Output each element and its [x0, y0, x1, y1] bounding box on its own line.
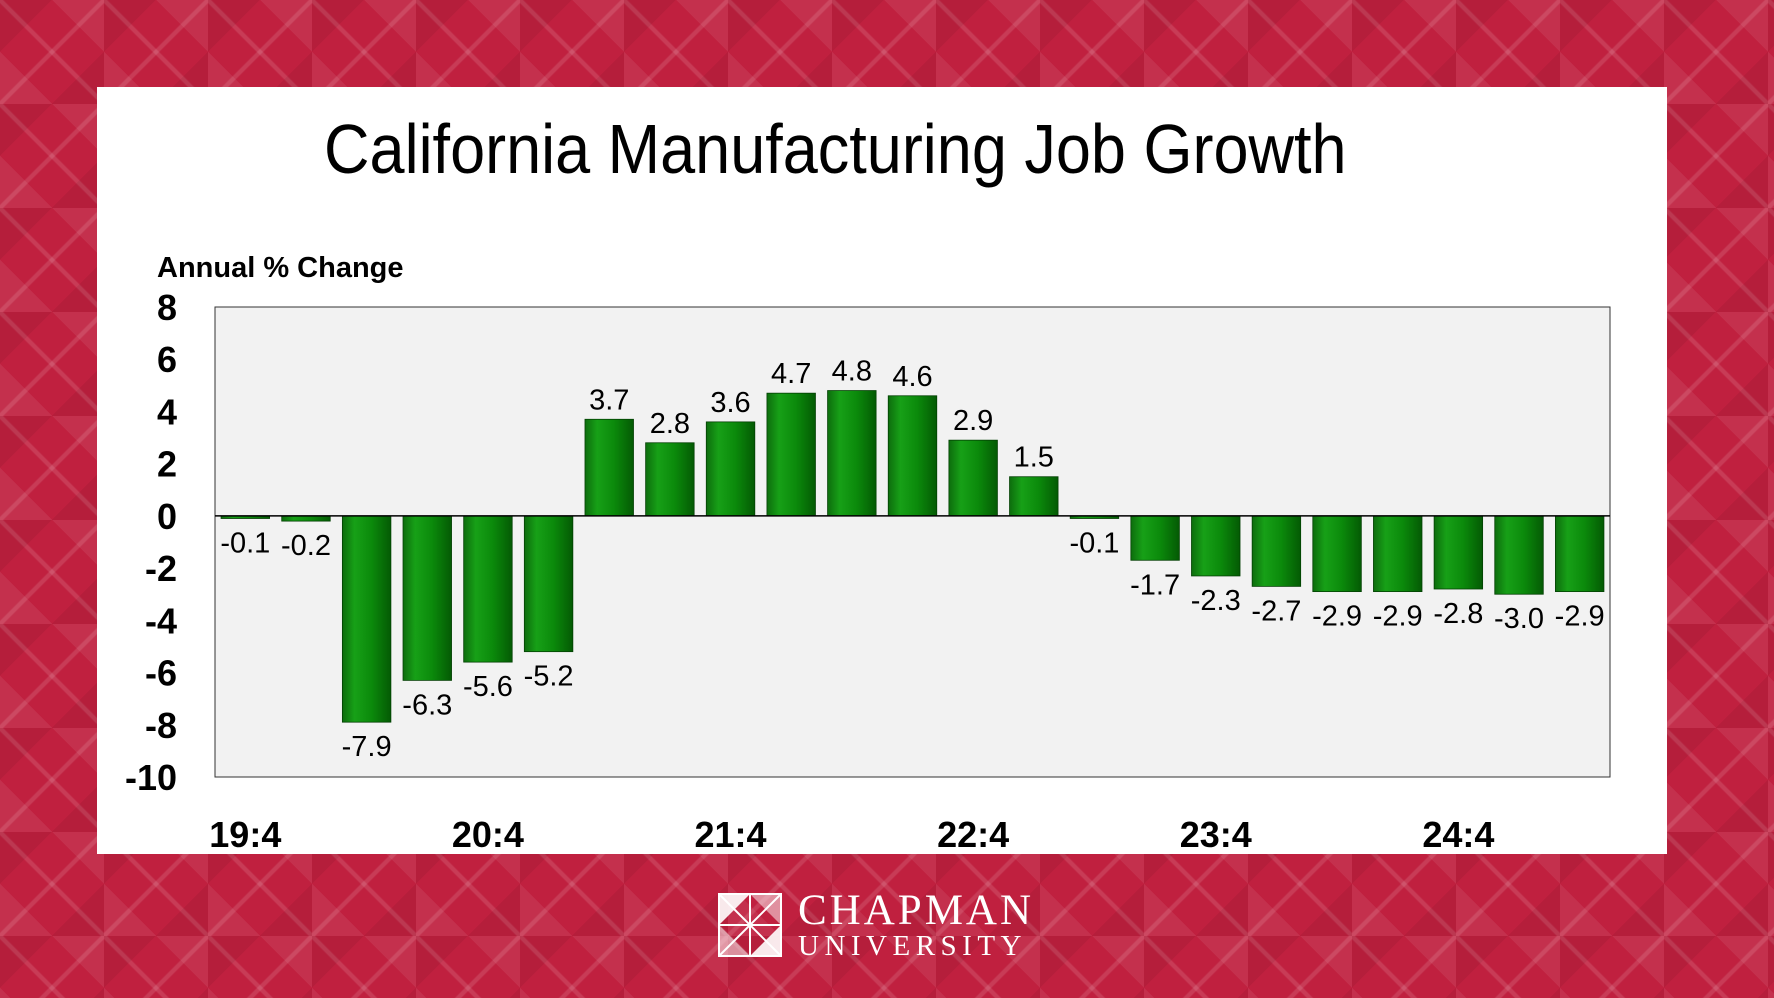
bar: [948, 439, 998, 517]
brand-subtitle: UNIVERSITY: [798, 930, 1027, 962]
bar: [463, 515, 513, 663]
data-label: 2.9: [953, 405, 993, 437]
data-label: 3.6: [710, 387, 750, 419]
x-tick-label: 20:4: [452, 814, 524, 854]
y-tick-label: 6: [157, 339, 177, 380]
y-tick-label: 2: [157, 444, 177, 485]
bar: [1130, 515, 1180, 561]
data-label: 2.8: [650, 408, 690, 440]
data-label: -3.0: [1494, 603, 1544, 635]
bar: [887, 395, 938, 517]
data-label: -7.9: [342, 731, 392, 763]
data-label: 4.7: [771, 358, 811, 390]
chapman-emblem-icon: [718, 893, 782, 957]
data-label: 4.6: [892, 361, 932, 393]
data-label: -0.1: [220, 528, 270, 560]
y-tick-label: -4: [145, 600, 177, 641]
data-label: -2.8: [1433, 598, 1483, 630]
bar: [341, 515, 392, 723]
brand-name: CHAPMAN: [798, 887, 1035, 934]
x-tick-label: 22:4: [937, 814, 1009, 854]
y-tick-label: -2: [145, 548, 177, 589]
data-label: -5.6: [463, 671, 513, 703]
bar: [1494, 515, 1544, 595]
data-label: -2.3: [1191, 585, 1241, 617]
bar: [1251, 515, 1302, 587]
bar: [402, 515, 452, 681]
data-label: -0.2: [281, 530, 331, 562]
y-tick-label: -6: [145, 653, 177, 694]
data-label: -2.7: [1251, 595, 1301, 627]
x-tick-label: 19:4: [209, 814, 281, 854]
bar: [1433, 515, 1484, 590]
y-tick-label: 4: [157, 391, 177, 432]
data-label: -1.7: [1130, 569, 1180, 601]
bar: [645, 442, 695, 517]
y-axis-label: Annual % Change: [157, 252, 404, 284]
bar: [1009, 476, 1059, 517]
data-label: 4.8: [832, 356, 872, 388]
bar: [766, 392, 816, 517]
bar: [705, 421, 756, 517]
bar: [827, 390, 877, 517]
x-tick-label: 21:4: [695, 814, 767, 854]
bar: [523, 515, 574, 653]
bar: [281, 515, 331, 522]
bar: [1373, 515, 1423, 593]
data-label: -2.9: [1373, 601, 1423, 633]
data-label: -2.9: [1312, 601, 1362, 633]
y-tick-label: 0: [157, 496, 177, 537]
data-label: 1.5: [1014, 442, 1054, 474]
bar: [1555, 515, 1605, 593]
bar: [1312, 515, 1362, 593]
chart-title: California Manufacturing Job Growth: [324, 110, 1347, 188]
y-tick-label: -10: [125, 757, 177, 798]
bar: [1191, 515, 1241, 577]
y-tick-label: 8: [157, 287, 177, 328]
data-label: -6.3: [402, 689, 452, 721]
x-tick-label: 24:4: [1422, 814, 1494, 854]
data-label: -0.1: [1069, 528, 1119, 560]
y-tick-label: -8: [145, 705, 177, 746]
data-label: 3.7: [589, 384, 629, 416]
chapman-logo: CHAPMAN UNIVERSITY: [718, 889, 1058, 961]
bar: [584, 418, 634, 517]
data-label: -5.2: [524, 661, 574, 693]
data-label: -2.9: [1555, 601, 1605, 633]
x-tick-label: 23:4: [1180, 814, 1252, 854]
